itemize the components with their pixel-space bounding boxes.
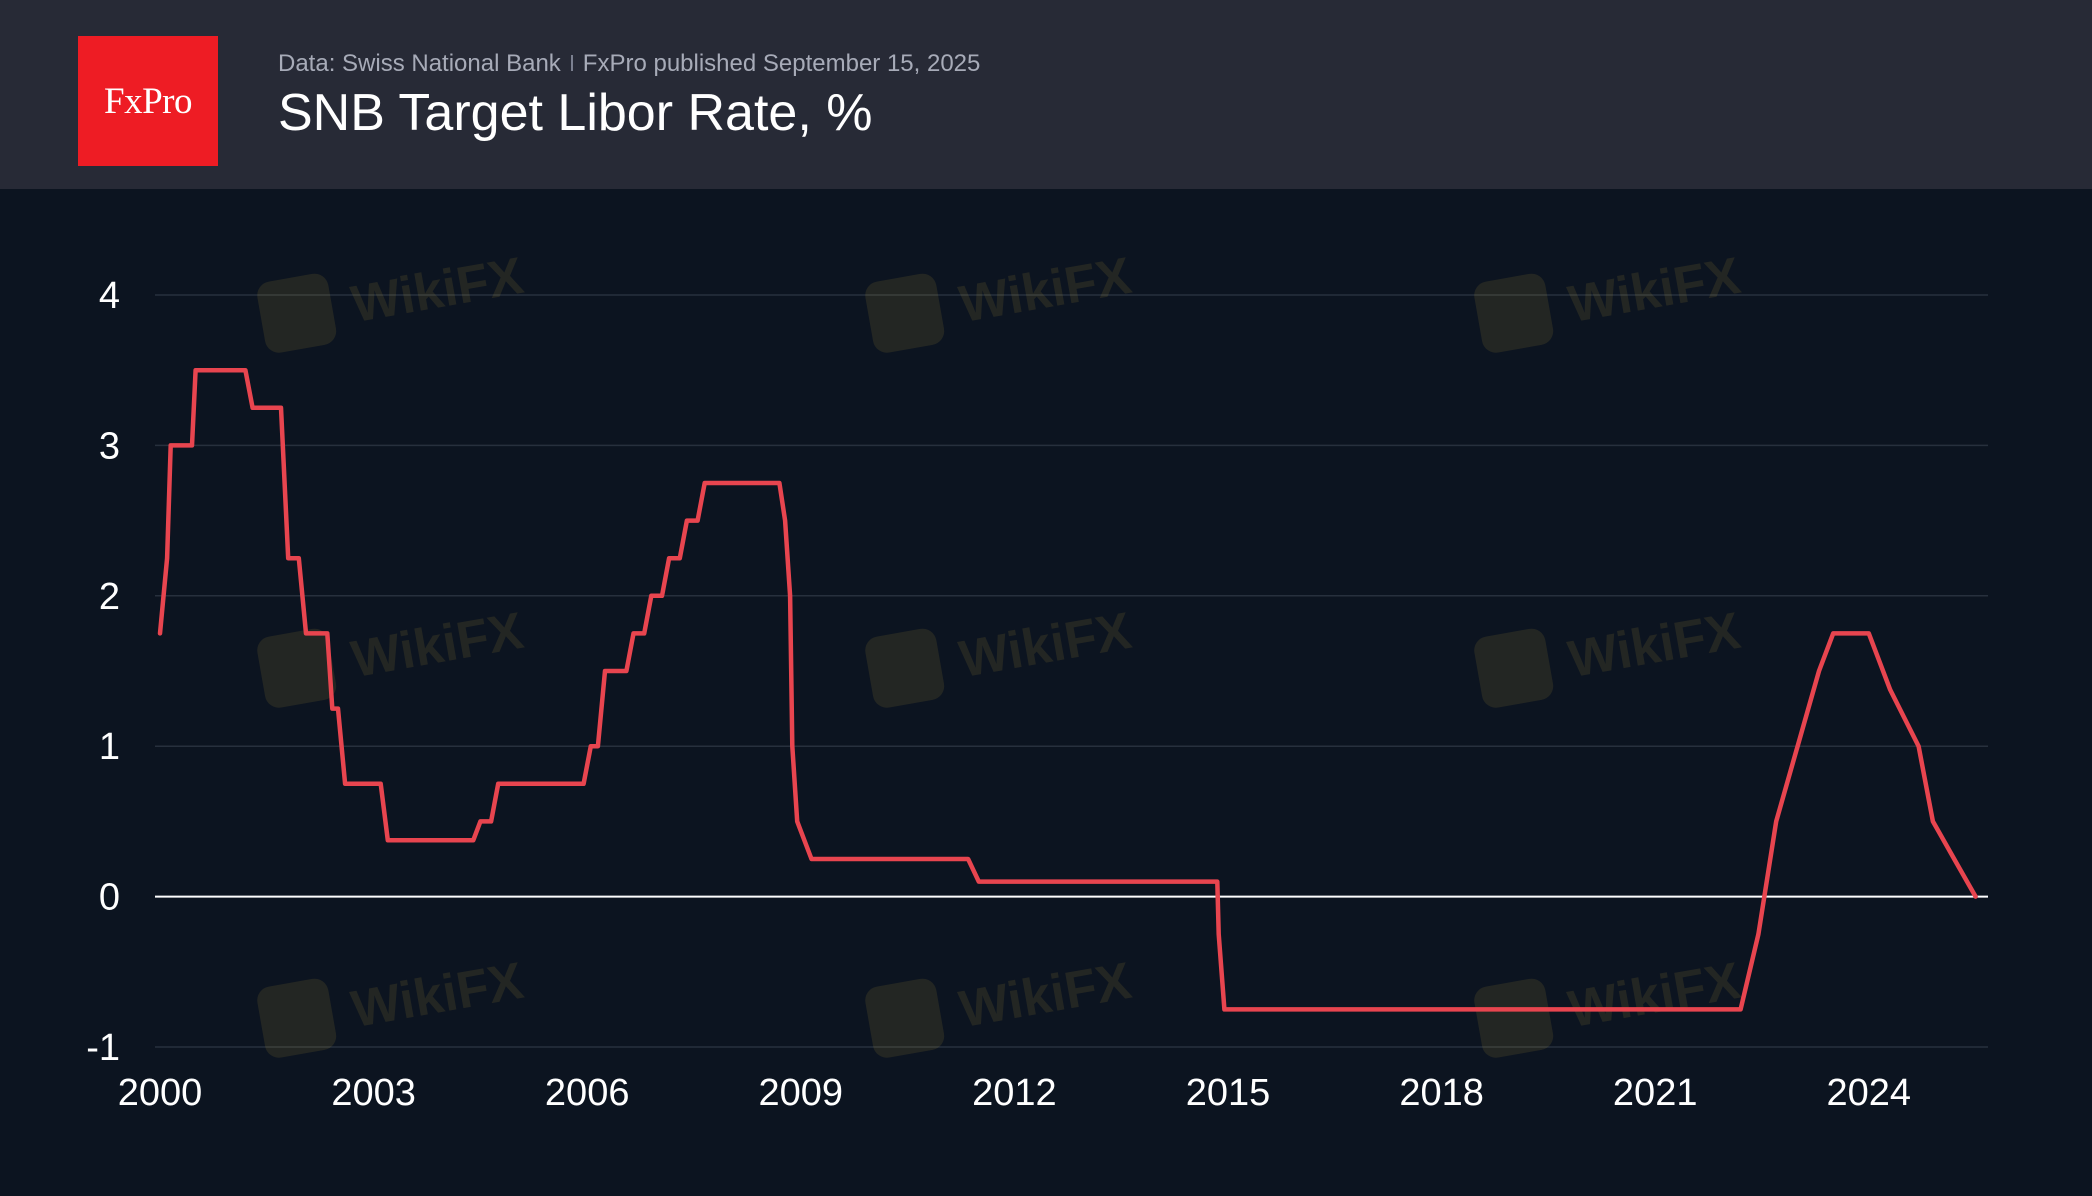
svg-text:WikiFX: WikiFX [955, 952, 1136, 1039]
y-tick-label: -1 [86, 1027, 120, 1069]
grid-lines [155, 294, 1988, 1048]
x-tick-label: 2006 [545, 1072, 630, 1114]
watermark-tile: WikiFX [865, 247, 1136, 353]
x-tick-label: 2000 [118, 1072, 203, 1114]
x-tick-label: 2024 [1827, 1072, 1912, 1114]
published-label: FxPro published September 15, 2025 [582, 50, 981, 77]
watermark-tile: WikiFX [1474, 952, 1745, 1058]
fxpro-logo: FxPro [78, 36, 218, 166]
y-tick-label: 2 [99, 576, 120, 618]
chart-title: SNB Target Libor Rate, % [278, 84, 873, 142]
series-line [157, 367, 1978, 1012]
y-tick-label: 0 [99, 877, 120, 919]
watermark-tile: WikiFX [1474, 247, 1745, 353]
logo-text: FxPro [104, 80, 192, 122]
svg-text:WikiFX: WikiFX [347, 247, 528, 334]
x-tick-label: 2018 [1399, 1072, 1484, 1114]
watermark-tile: WikiFX [257, 952, 528, 1058]
x-tick-label: 2021 [1613, 1072, 1698, 1114]
x-tick-label: 2003 [331, 1072, 416, 1114]
watermark-tile: WikiFX [257, 247, 528, 353]
svg-text:WikiFX: WikiFX [1564, 952, 1745, 1039]
x-tick-label: 2012 [972, 1072, 1057, 1114]
y-tick-label: 4 [99, 275, 120, 317]
series-layer [157, 367, 1978, 1012]
svg-text:WikiFX: WikiFX [1564, 247, 1745, 334]
chart-meta: Data: Swiss National Bank FxPro published… [278, 50, 980, 78]
y-tick-label: 3 [99, 425, 120, 467]
watermark: WikiFX WikiFX WikiFX WikiFX WikiFX WikiFX Wiki… [257, 247, 1745, 1058]
meta-separator [570, 55, 573, 71]
x-tick-label: 2009 [759, 1072, 844, 1114]
source-label: Data: Swiss National Bank [278, 50, 561, 77]
watermark-tile: WikiFX [865, 602, 1136, 708]
watermark-tile: WikiFX [257, 602, 528, 708]
svg-text:WikiFX: WikiFX [955, 247, 1136, 334]
svg-text:WikiFX: WikiFX [955, 602, 1136, 689]
svg-text:WikiFX: WikiFX [347, 952, 528, 1039]
svg-text:WikiFX: WikiFX [347, 602, 528, 689]
y-tick-label: 1 [99, 726, 120, 768]
watermark-tile: WikiFX [865, 952, 1136, 1058]
x-tick-label: 2015 [1186, 1072, 1271, 1114]
svg-text:WikiFX: WikiFX [1564, 602, 1745, 689]
chart-header: FxPro Data: Swiss National Bank FxPro pub… [0, 0, 2092, 189]
watermark-tile: WikiFX [1474, 602, 1745, 708]
